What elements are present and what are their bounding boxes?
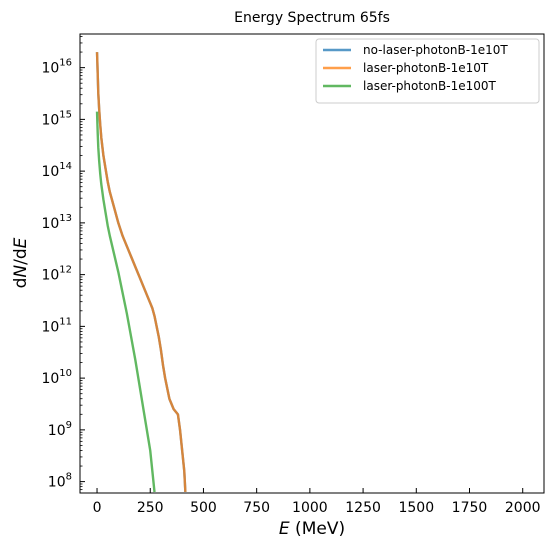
x-tick-label: 1500 [398, 500, 434, 516]
x-tick-label: 2000 [505, 500, 541, 516]
y-tick-label: 1013 [41, 213, 72, 232]
x-tick-label: 1250 [345, 500, 381, 516]
x-tick-label: 250 [137, 500, 164, 516]
x-axis-label: E (MeV) [279, 519, 345, 539]
x-axis-ticks: 0 250 500 750 1000 1250 1500 1750 2000 [93, 488, 541, 516]
x-tick-label: 500 [190, 500, 217, 516]
x-tick-label: 1750 [452, 500, 488, 516]
x-tick-label: 0 [93, 500, 102, 516]
y-tick-label: 108 [48, 472, 72, 491]
y-tick-label: 1015 [41, 109, 72, 128]
legend: no-laser-photonB-1e10T laser-photonB-1e10… [315, 38, 540, 104]
series-line-laser-photonB-1e100T [95, 111, 156, 493]
chart-title: Energy Spectrum 65fs [234, 10, 390, 26]
x-tick-label: 1000 [292, 500, 328, 516]
y-tick-label: 1010 [41, 368, 72, 387]
y-tick-label: 1016 [41, 58, 72, 77]
legend-label: laser-photonB-1e10T [363, 61, 489, 75]
series-layer [95, 52, 187, 493]
y-tick-label: 1011 [41, 316, 72, 335]
plot-frame [79, 33, 545, 494]
y-tick-label: 1014 [41, 161, 72, 180]
x-tick-label: 750 [243, 500, 270, 516]
y-axis-label: dN/dE [11, 237, 31, 288]
legend-label: no-laser-photonB-1e10T [363, 43, 508, 57]
y-axis-ticks: 108 109 1010 1011 1012 1013 1014 1015 1016 [41, 36, 85, 491]
series-line-laser-photonB-1e10T [95, 52, 187, 493]
y-tick-label: 1012 [41, 265, 72, 284]
y-tick-label: 109 [48, 420, 72, 439]
legend-box [315, 38, 540, 104]
legend-label: laser-photonB-1e100T [363, 79, 497, 93]
